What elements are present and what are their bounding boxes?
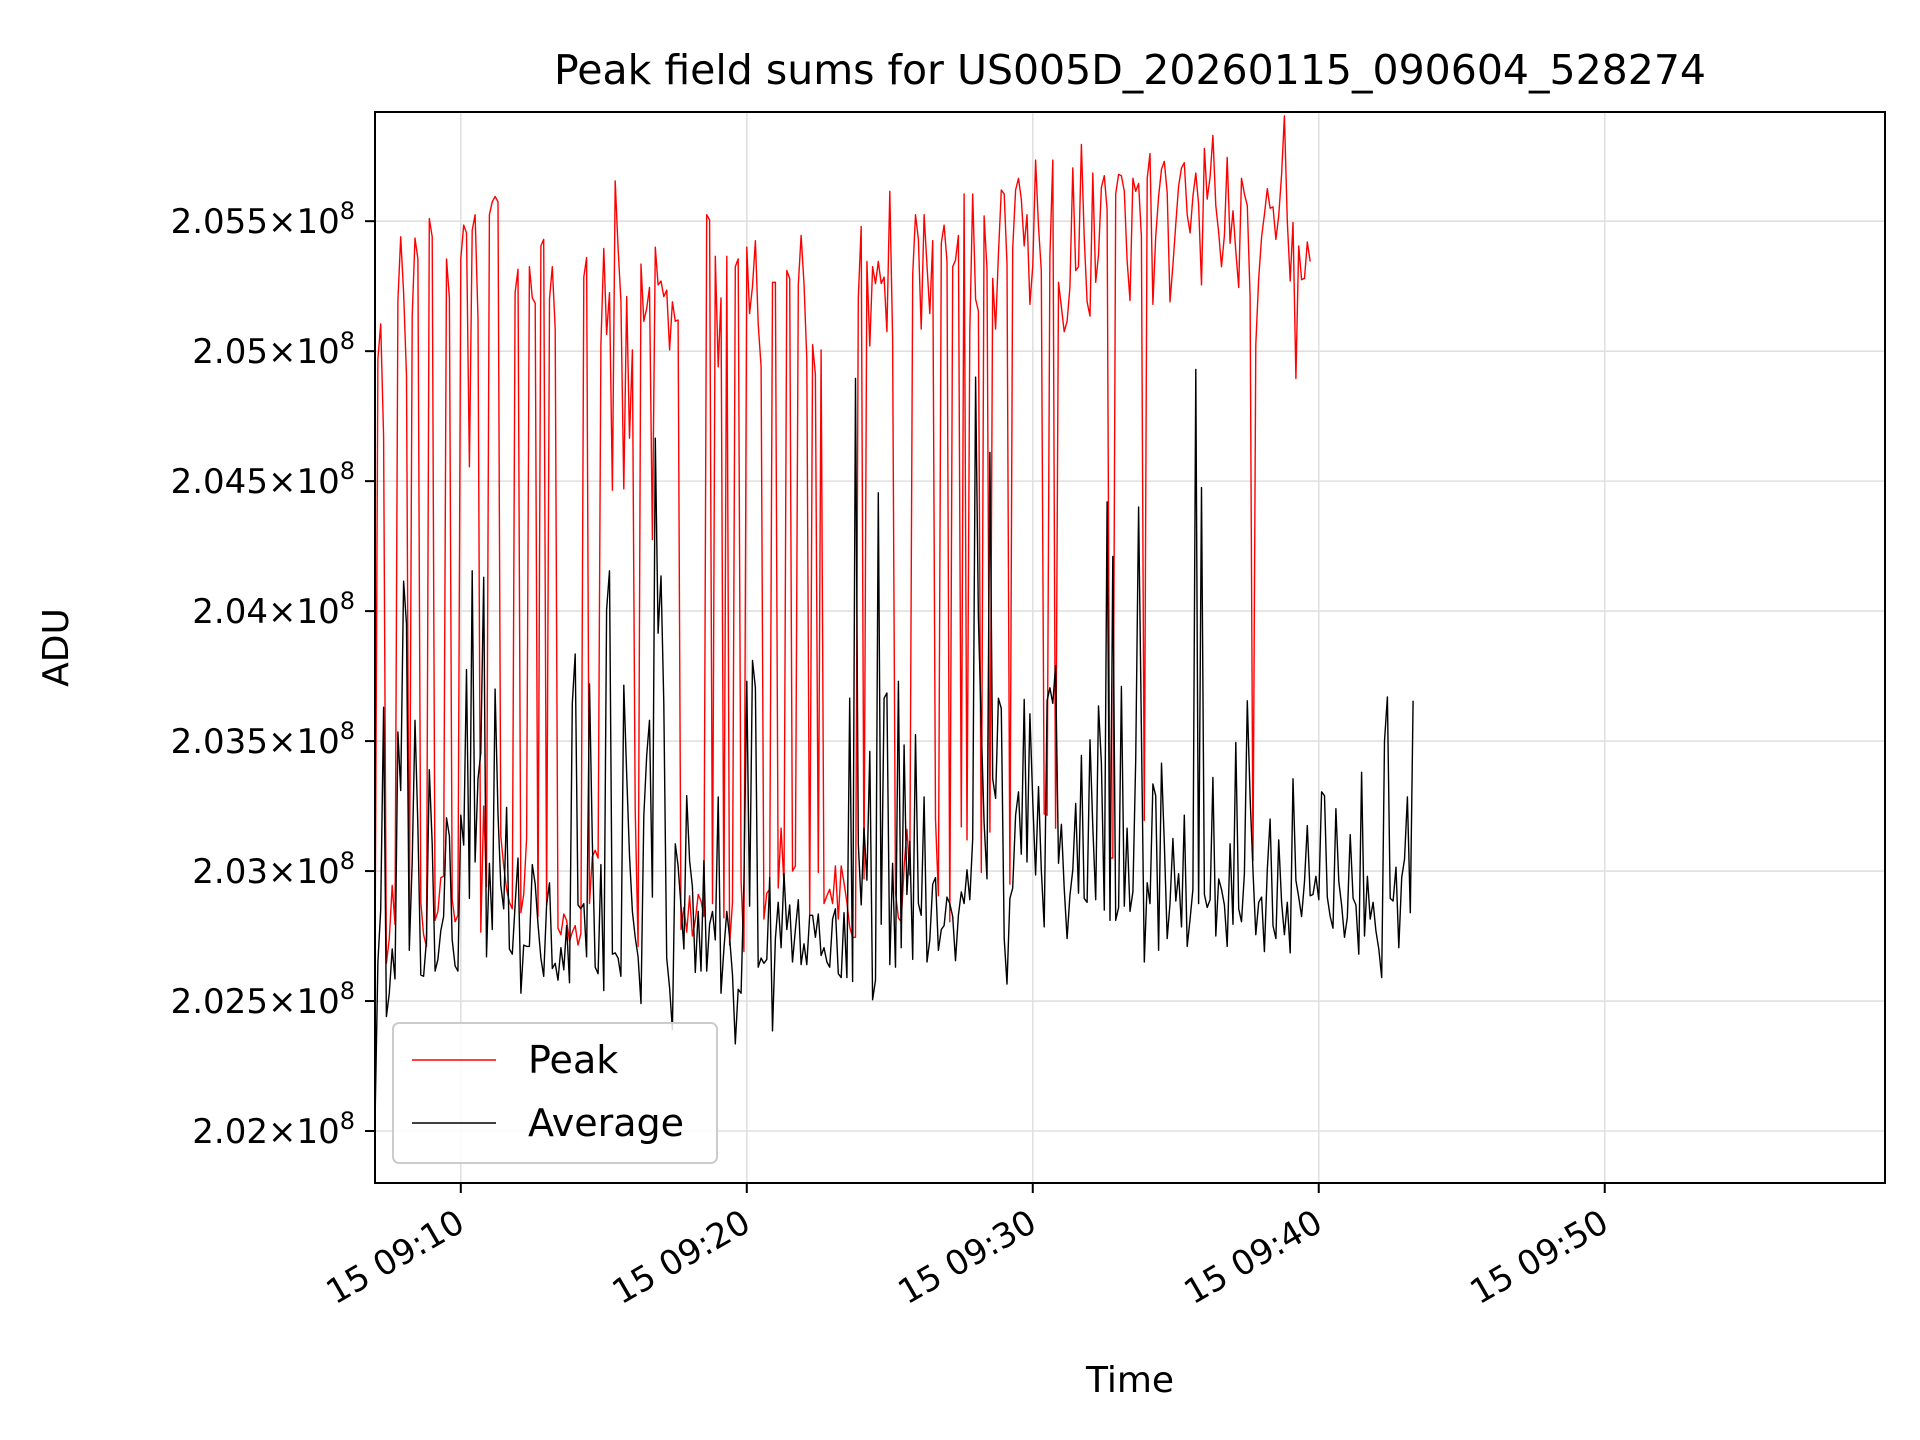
y-tick-exponent: 8 — [340, 1107, 355, 1135]
series-line-peak — [374, 115, 1311, 964]
x-axis-label: Time — [1085, 1360, 1174, 1401]
chart-title: Peak field sums for US005D_20260115_0906… — [554, 46, 1706, 94]
y-tick-times-sign: ×10 — [268, 982, 340, 1022]
y-tick-label: 2.035×108 — [171, 717, 355, 762]
y-tick-exponent: 8 — [340, 977, 355, 1005]
y-tick-mantissa: 2.045 — [171, 462, 268, 502]
y-tick-mantissa: 2.055 — [171, 202, 268, 242]
series-line-average — [374, 368, 1414, 1124]
y-tick-label: 2.02×108 — [192, 1107, 355, 1152]
y-tick-exponent: 8 — [340, 717, 355, 745]
plot-frame — [374, 111, 1886, 1184]
y-tick-mantissa: 2.025 — [171, 982, 268, 1022]
y-tick-label: 2.03×108 — [192, 847, 355, 892]
legend-label-average: Average — [528, 1101, 684, 1145]
y-tick-mantissa: 2.03 — [192, 852, 268, 892]
y-tick-label: 2.05×108 — [192, 327, 355, 372]
y-tick-exponent: 8 — [340, 457, 355, 485]
y-tick-label: 2.055×108 — [171, 197, 355, 242]
y-tick-times-sign: ×10 — [268, 852, 340, 892]
y-tick-exponent: 8 — [340, 327, 355, 355]
y-tick-label: 2.045×108 — [171, 457, 355, 502]
y-axis-label: ADU — [36, 608, 77, 687]
y-tick-times-sign: ×10 — [268, 332, 340, 372]
y-tick-times-sign: ×10 — [268, 592, 340, 632]
y-tick-mantissa: 2.035 — [171, 722, 268, 762]
y-tick-times-sign: ×10 — [268, 1112, 340, 1152]
y-tick-mantissa: 2.02 — [192, 1112, 268, 1152]
y-tick-times-sign: ×10 — [268, 202, 340, 242]
legend-box — [392, 1022, 718, 1164]
y-tick-exponent: 8 — [340, 847, 355, 875]
y-tick-label: 2.04×108 — [192, 587, 355, 632]
y-tick-mantissa: 2.04 — [192, 592, 268, 632]
legend: Peak Average — [392, 1022, 718, 1164]
y-tick-mantissa: 2.05 — [192, 332, 268, 372]
y-tick-times-sign: ×10 — [268, 462, 340, 502]
y-axis: 2.02×1082.025×1082.03×1082.035×1082.04×1… — [171, 197, 375, 1152]
y-tick-exponent: 8 — [340, 197, 355, 225]
y-tick-times-sign: ×10 — [268, 722, 340, 762]
legend-label-peak: Peak — [528, 1038, 618, 1082]
series-lines — [374, 115, 1414, 1124]
y-tick-label: 2.025×108 — [171, 977, 355, 1022]
y-tick-exponent: 8 — [340, 587, 355, 615]
